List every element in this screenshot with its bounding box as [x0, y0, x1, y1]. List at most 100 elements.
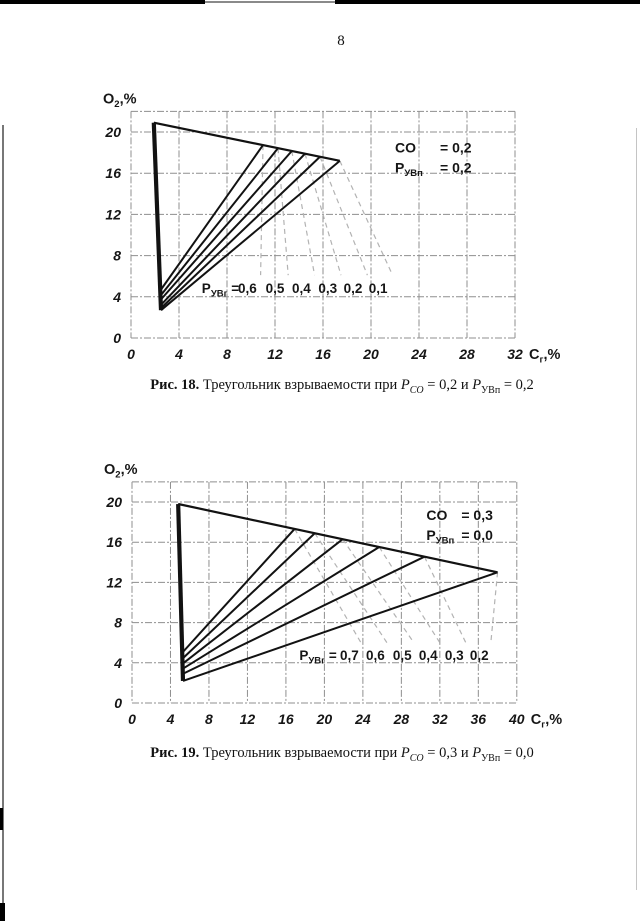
- y-tick-label: 20: [105, 494, 122, 510]
- y-axis-label-rest: ,%: [121, 462, 138, 478]
- figure-19-explosibility-chart: 0 4 8 12 16 20 24 28 32 36 40048121620Cг,%O2,%РУВг…: [104, 462, 562, 731]
- fan-value-label: 0,1: [369, 281, 388, 296]
- x-tick-label: 16: [278, 711, 294, 727]
- fan-value-label: 0,5: [266, 281, 285, 296]
- figure-19-caption: Рис. 19. Треугольник взрываемости при PC…: [22, 745, 640, 764]
- leader-line: [490, 572, 499, 643]
- annotation-symbol-main: CO: [395, 140, 416, 156]
- x-tick-label: 4: [174, 346, 183, 362]
- fan-line: [159, 144, 264, 292]
- scan-artifact-top-edge-right: [335, 0, 640, 4]
- x-axis-label-main: C: [529, 347, 540, 363]
- scan-artifact-right-edge: [636, 128, 637, 890]
- x-tick-label: 24: [354, 711, 371, 727]
- triangle-top-edge: [153, 121, 341, 162]
- x-tick-label: 4: [166, 711, 175, 727]
- fan-label-prefix-sub: УВг: [211, 289, 228, 300]
- x-tick-label: 12: [240, 711, 256, 727]
- y-axis-label-main: O: [103, 91, 114, 107]
- x-tick-label: 8: [223, 346, 231, 362]
- x-axis-label-rest: ,%: [545, 712, 562, 728]
- caption-variable: P: [400, 377, 410, 393]
- caption-subscript-text: CO: [409, 752, 424, 764]
- x-axis-label: Cг,%: [529, 347, 560, 366]
- fan-value-label: 0,4: [419, 648, 438, 663]
- x-axis-label-sub: г: [539, 355, 543, 366]
- y-tick-label: 0: [114, 695, 122, 711]
- leader-line: [423, 556, 467, 643]
- fan-value-label: 0,3: [445, 648, 464, 663]
- scan-artifact-bottom-left-blob: [0, 903, 5, 921]
- annotation-symbol: CO: [395, 140, 416, 156]
- y-tick-label: 16: [106, 534, 122, 550]
- annotation-symbol: РУВп: [426, 527, 454, 547]
- leader-line: [277, 148, 289, 276]
- caption-variable-subscript: CO: [410, 753, 424, 764]
- caption-variable: P: [472, 377, 482, 393]
- fan-value-label: 0,2: [344, 281, 363, 296]
- page-number: 8: [337, 33, 345, 49]
- leader-line: [304, 153, 342, 276]
- y-tick-label: 4: [113, 655, 122, 671]
- caption-variable-subscript: УВп: [481, 385, 500, 396]
- leader-line: [339, 160, 394, 276]
- leader-line: [378, 546, 441, 644]
- x-tick-label: 36: [471, 711, 487, 727]
- x-tick-label: 28: [393, 711, 410, 727]
- fan-line: [181, 538, 344, 665]
- scan-artifact-left-mark: [0, 808, 3, 830]
- caption-figure-label: Рис. 18.: [150, 377, 200, 393]
- y-axis-label-sub: 2: [115, 469, 120, 480]
- fan-line: [182, 546, 380, 670]
- x-tick-label: 20: [362, 346, 379, 362]
- fan-label-prefix-rest: =: [228, 281, 240, 296]
- x-tick-label: 32: [507, 346, 523, 362]
- x-tick-label: 8: [205, 711, 213, 727]
- fan-line: [182, 555, 425, 675]
- annotation-value: = 0,3: [461, 507, 493, 523]
- caption-variable-subscript: CO: [410, 385, 424, 396]
- x-tick-label: 16: [315, 346, 331, 362]
- y-axis-label-main: O: [104, 462, 115, 478]
- caption-text: Треугольник взрываемости при: [199, 377, 401, 393]
- caption-figure-label: Рис. 19.: [150, 745, 200, 761]
- y-tick-label: 4: [112, 289, 121, 305]
- annotation-symbol: РУВп: [395, 160, 423, 180]
- annotation-symbol: CO: [426, 507, 447, 523]
- leader-line: [319, 156, 368, 276]
- fan-line: [160, 160, 341, 311]
- figure-18-caption: Рис. 18. Треугольник взрываемости при PC…: [22, 377, 640, 396]
- y-axis-label: O2,%: [103, 91, 137, 110]
- annotation-symbol-main: CO: [426, 507, 447, 523]
- x-tick-label: 20: [316, 711, 333, 727]
- fan-line: [159, 147, 279, 297]
- caption-subscript-text: УВп: [481, 752, 501, 764]
- triangle-top-edge: [177, 502, 498, 574]
- fan-line: [181, 532, 316, 660]
- y-axis-label: O2,%: [104, 462, 138, 481]
- scan-artifact-top-edge: [0, 0, 205, 4]
- fan-label-prefix-rest: =: [325, 648, 337, 663]
- y-tick-label: 12: [106, 574, 122, 590]
- annotation-symbol-main: Р: [426, 527, 435, 543]
- fan-value-label: 0,6: [366, 648, 385, 663]
- fan-label-prefix: РУВг =: [202, 281, 240, 300]
- triangle-left-edge: [176, 503, 186, 681]
- triangle-left-edge: [151, 122, 164, 311]
- caption-text: = 0,2 и: [423, 377, 473, 393]
- fan-line: [160, 156, 321, 309]
- annotation-symbol-sub: УВп: [404, 168, 423, 179]
- y-axis-label-rest: ,%: [120, 91, 137, 107]
- x-axis-label-main: C: [531, 712, 542, 728]
- y-tick-label: 20: [104, 124, 121, 140]
- scan-artifact-top-edge-faded: [205, 1, 335, 3]
- fan-value-label: 0,7: [340, 648, 359, 663]
- y-tick-label: 16: [105, 165, 121, 181]
- fan-line: [182, 571, 498, 682]
- y-tick-label: 8: [114, 615, 122, 631]
- annotation-value: = 0,0: [461, 527, 493, 543]
- annotation-symbol-main: Р: [395, 160, 404, 176]
- x-tick-label: 12: [267, 346, 283, 362]
- caption-subscript-text: УВп: [481, 384, 501, 396]
